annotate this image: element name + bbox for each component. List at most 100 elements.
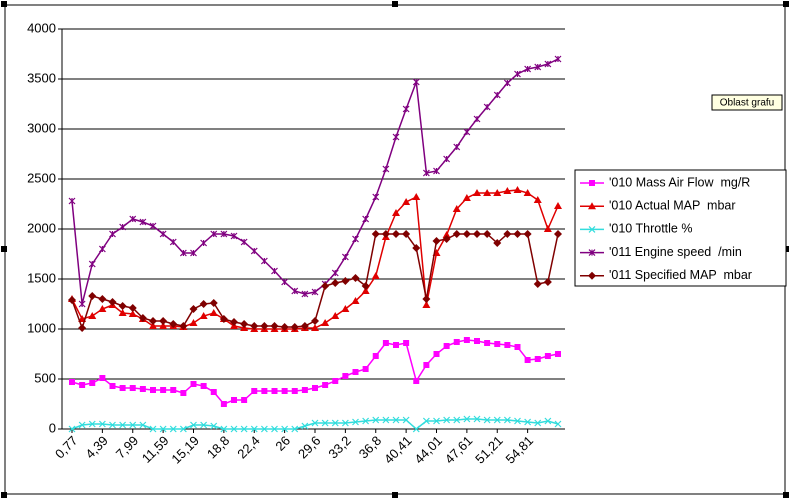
marker <box>160 387 167 393</box>
marker <box>524 65 532 73</box>
marker <box>179 249 187 257</box>
marker <box>128 310 137 317</box>
marker <box>98 420 106 428</box>
marker <box>453 339 460 345</box>
marker <box>543 225 552 232</box>
marker <box>260 322 269 330</box>
marker <box>331 269 339 277</box>
marker <box>524 418 532 426</box>
legend-box <box>574 169 787 287</box>
y-tick-label: 2500 <box>27 170 56 185</box>
marker <box>432 237 441 245</box>
marker <box>402 416 410 424</box>
marker <box>109 230 116 238</box>
marker <box>483 103 491 111</box>
marker <box>220 230 228 238</box>
marker <box>493 416 501 424</box>
marker <box>342 373 349 379</box>
marker <box>351 297 360 304</box>
marker <box>554 202 562 209</box>
marker <box>392 416 400 424</box>
marker <box>442 235 451 243</box>
marker <box>503 79 511 87</box>
marker <box>514 344 521 350</box>
marker <box>99 375 106 381</box>
marker <box>291 388 298 394</box>
marker <box>392 230 400 238</box>
legend-marker <box>588 202 596 210</box>
marker <box>180 390 187 396</box>
marker <box>372 193 380 201</box>
marker <box>159 230 167 238</box>
marker <box>240 238 248 246</box>
marker <box>544 417 552 425</box>
marker <box>372 353 379 359</box>
marker <box>412 193 421 200</box>
y-tick-label: 500 <box>34 370 56 385</box>
marker <box>371 272 380 279</box>
legend: '010 Mass Air Flow mg/R '010 Actual MAP m… <box>574 169 787 287</box>
legend-label: '010 Mass Air Flow mg/R <box>609 175 750 189</box>
marker <box>311 288 319 296</box>
marker <box>412 425 420 433</box>
marker <box>371 230 380 238</box>
marker <box>494 341 501 347</box>
marker <box>514 70 521 78</box>
marker <box>321 282 330 290</box>
marker <box>341 253 349 261</box>
marker <box>473 230 481 238</box>
y-tick-label: 2000 <box>27 220 56 235</box>
marker <box>109 383 116 389</box>
marker <box>311 317 319 325</box>
marker <box>544 60 552 68</box>
marker <box>463 415 471 423</box>
marker <box>543 278 552 286</box>
marker <box>554 230 562 238</box>
marker <box>98 245 106 253</box>
marker <box>281 388 288 394</box>
marker <box>139 218 147 226</box>
marker <box>402 230 411 238</box>
marker <box>523 230 532 238</box>
marker <box>200 239 208 247</box>
marker <box>88 312 97 319</box>
marker <box>412 78 420 86</box>
marker <box>250 425 258 433</box>
marker <box>463 128 471 136</box>
tooltip: Oblast grafu <box>711 94 783 111</box>
marker <box>261 388 268 394</box>
marker <box>89 380 96 386</box>
marker <box>423 362 430 368</box>
marker <box>189 319 198 326</box>
marker <box>453 416 461 424</box>
marker <box>524 357 531 363</box>
marker <box>149 317 157 325</box>
marker <box>433 417 440 425</box>
marker <box>190 381 197 387</box>
marker <box>513 186 522 193</box>
marker <box>118 309 127 316</box>
marker <box>533 280 542 288</box>
legend-label: '010 Throttle % <box>609 222 692 236</box>
marker <box>483 230 492 238</box>
marker <box>422 295 431 303</box>
marker <box>473 115 481 123</box>
marker <box>159 317 168 325</box>
marker <box>200 421 208 429</box>
marker <box>351 274 360 282</box>
y-tick-label: 1500 <box>27 270 56 285</box>
marker <box>119 421 127 429</box>
marker <box>483 189 492 196</box>
marker <box>209 299 218 307</box>
marker <box>443 416 451 424</box>
marker <box>150 387 156 393</box>
marker <box>422 301 431 308</box>
marker <box>230 318 238 326</box>
marker <box>219 315 228 323</box>
marker <box>291 287 299 295</box>
marker <box>281 278 289 286</box>
marker <box>291 425 299 433</box>
legend-marker <box>588 225 596 233</box>
marker <box>69 379 75 385</box>
